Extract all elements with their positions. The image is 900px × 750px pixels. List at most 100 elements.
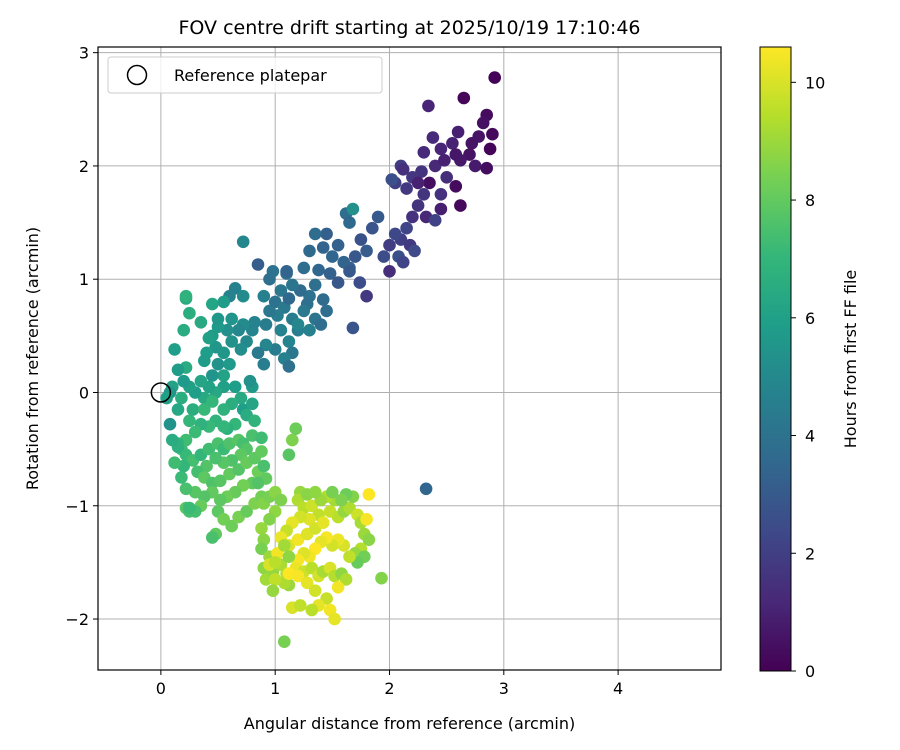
colorbar-gradient: [759, 46, 792, 672]
data-point: [320, 304, 333, 318]
data-point: [360, 289, 373, 303]
data-point: [214, 474, 227, 488]
data-point: [186, 403, 200, 416]
data-point: [346, 202, 360, 216]
colorbar-label: Hours from first FF file: [841, 270, 860, 449]
data-point: [217, 369, 230, 382]
data-point: [200, 459, 213, 473]
data-point: [225, 312, 238, 326]
data-point: [396, 163, 410, 176]
chart-title: FOV centre drift starting at 2025/10/19 …: [178, 17, 640, 39]
data-point: [388, 227, 402, 241]
data-point: [286, 278, 299, 292]
data-point: [331, 238, 345, 252]
data-point: [339, 573, 353, 586]
data-point: [206, 297, 219, 311]
data-point: [434, 202, 448, 216]
data-point: [183, 501, 196, 515]
data-point: [188, 425, 202, 439]
data-point: [171, 363, 185, 377]
data-point: [383, 238, 396, 252]
data-point: [360, 513, 373, 526]
data-point: [194, 374, 208, 388]
x-tick-label: 1: [270, 679, 280, 698]
data-point: [289, 422, 303, 436]
reference-marker: [150, 382, 172, 403]
data-point: [175, 391, 188, 405]
data-point: [236, 289, 250, 303]
data-point: [326, 250, 339, 263]
y-tick-label: 3: [79, 44, 89, 63]
data-point: [240, 505, 253, 518]
data-point: [468, 159, 482, 173]
data-point: [168, 343, 181, 356]
data-point: [268, 556, 282, 569]
data-point: [183, 414, 196, 428]
colorbar-ticks: 0 2 4 6 8 10: [791, 73, 825, 681]
data-point: [163, 417, 177, 431]
data-point: [385, 173, 399, 186]
data-point: [465, 137, 479, 150]
data-point: [206, 531, 219, 544]
data-point: [263, 513, 276, 526]
data-point: [168, 456, 181, 470]
data-point: [375, 571, 388, 585]
x-axis: 0 1 2 3 4: [156, 670, 623, 698]
data-point: [316, 241, 330, 254]
plot-area: [98, 47, 721, 670]
colorbar-tick-label: 8: [805, 191, 815, 210]
data-point: [417, 146, 431, 159]
data-point: [177, 323, 190, 337]
data-point: [408, 244, 421, 258]
data-point: [278, 539, 291, 552]
data-point: [246, 397, 259, 411]
data-point: [232, 323, 245, 337]
data-point: [282, 360, 296, 373]
data-point: [198, 354, 211, 368]
data-point: [438, 154, 451, 167]
y-tick-label: −2: [65, 610, 89, 629]
data-point: [225, 335, 238, 348]
data-point: [282, 335, 296, 348]
data-point: [291, 533, 305, 546]
data-point: [251, 258, 265, 271]
data-point: [303, 323, 316, 337]
data-point: [251, 346, 265, 360]
data-point: [463, 148, 476, 161]
data-point: [346, 321, 360, 335]
data-point: [362, 488, 376, 501]
data-point: [255, 542, 268, 556]
legend-box: [107, 56, 383, 94]
data-point: [206, 395, 219, 408]
data-point: [308, 227, 322, 241]
data-point: [305, 603, 319, 617]
data-point: [274, 284, 288, 297]
data-point: [171, 403, 185, 416]
data-point: [415, 165, 428, 178]
data-point: [297, 304, 311, 318]
data-point: [223, 357, 236, 371]
data-point: [228, 380, 242, 394]
data-point: [255, 445, 268, 458]
data-point: [303, 244, 316, 258]
colorbar-tick-label: 10: [805, 73, 825, 92]
data-point: [179, 289, 193, 303]
data-point: [383, 265, 396, 278]
data-point: [308, 584, 322, 597]
data-points: [160, 71, 502, 648]
colorbar: 0 2 4 6 8 10 Hours from first FF file: [759, 46, 860, 681]
data-point: [300, 576, 314, 590]
data-point: [440, 171, 454, 184]
legend-label-reference: Reference platepar: [174, 66, 327, 85]
data-point: [406, 210, 419, 224]
data-point: [366, 221, 379, 235]
data-point: [291, 318, 305, 331]
data-point: [257, 289, 271, 303]
data-point: [353, 276, 367, 289]
y-tick-label: −1: [65, 497, 89, 516]
data-point: [326, 485, 339, 499]
data-point: [248, 316, 261, 329]
data-point: [320, 227, 333, 241]
data-point: [257, 357, 271, 371]
data-point: [194, 316, 208, 329]
